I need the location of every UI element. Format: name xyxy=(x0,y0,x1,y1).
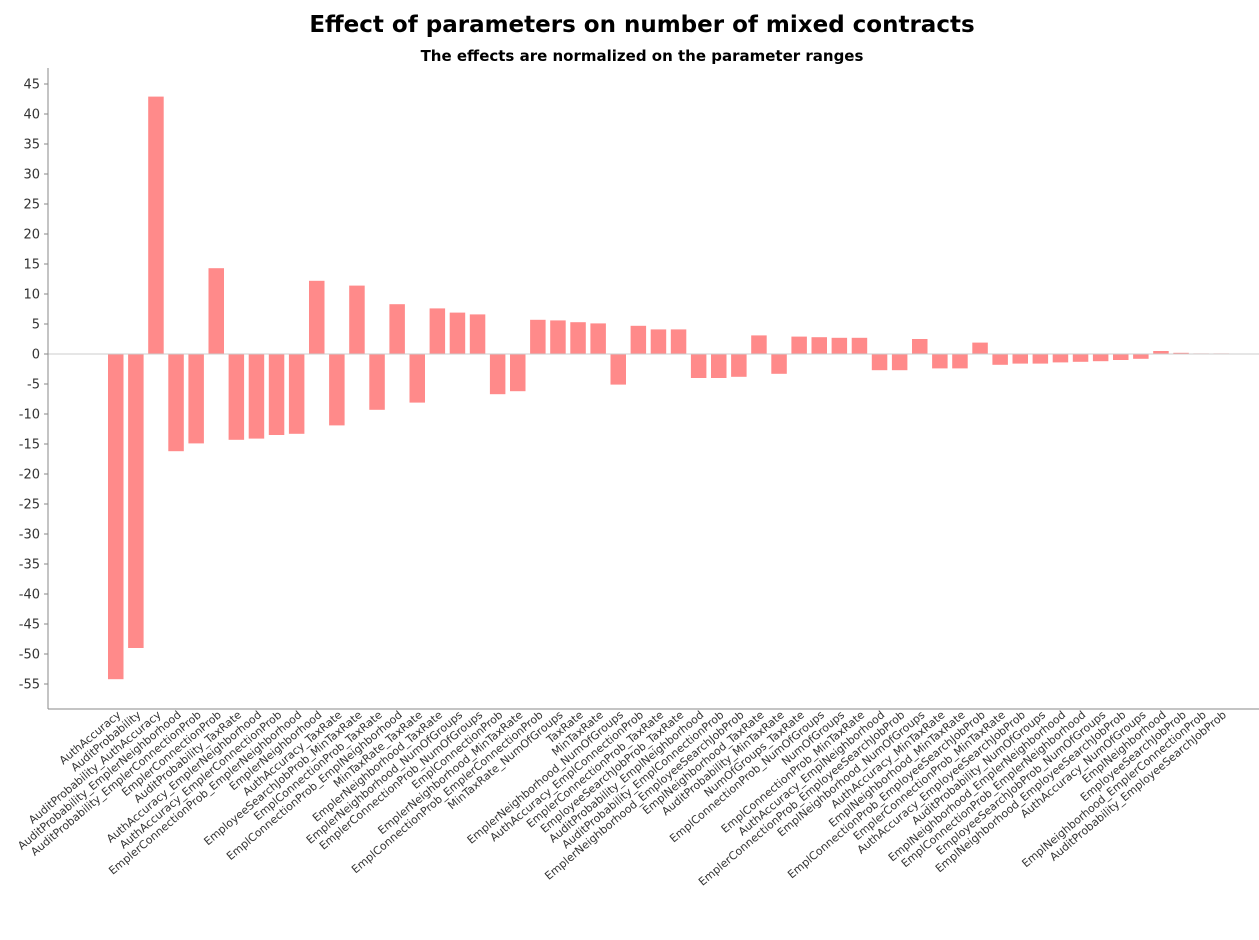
bar xyxy=(429,308,446,354)
bar xyxy=(711,354,727,378)
bar xyxy=(610,354,626,385)
bar xyxy=(108,354,124,680)
y-tick-label: 25 xyxy=(23,198,40,213)
y-tick-label: -45 xyxy=(19,618,40,633)
y-tick-label: 40 xyxy=(23,108,40,123)
y-tick-label: -25 xyxy=(19,498,40,513)
bar xyxy=(489,354,506,395)
bar xyxy=(469,314,486,354)
bar xyxy=(369,354,385,410)
bar xyxy=(1153,351,1169,354)
bar xyxy=(650,329,667,354)
bar xyxy=(751,335,767,354)
bar xyxy=(288,354,305,434)
y-tick-label: -40 xyxy=(19,588,40,603)
y-tick-label: -10 xyxy=(19,408,40,423)
bar xyxy=(690,354,707,378)
bar xyxy=(550,320,566,354)
bar xyxy=(1113,354,1129,360)
y-tick-label: 20 xyxy=(23,228,40,243)
bar xyxy=(791,336,807,354)
y-tick-label: -30 xyxy=(19,528,40,543)
bar xyxy=(268,354,285,435)
bar xyxy=(590,323,606,354)
x-category-labels: AuthAccuracyAuditProbabilityAuditProbabi… xyxy=(15,708,1229,888)
chart-title: Effect of parameters on number of mixed … xyxy=(309,12,975,38)
y-tick-label: 15 xyxy=(23,258,40,273)
bar xyxy=(128,354,144,648)
bar xyxy=(831,337,848,354)
bar xyxy=(952,354,968,369)
bar xyxy=(932,354,948,369)
bar xyxy=(228,354,245,440)
bar xyxy=(851,337,868,354)
y-tick-labels: 45 40 35 30 25 20 15 10 5 0 -5 -10 -15 -20 -25 -30 -35 -4… xyxy=(19,78,40,693)
bar xyxy=(570,322,586,354)
bar xyxy=(992,354,1008,365)
bar xyxy=(530,319,546,354)
bar xyxy=(1012,354,1028,364)
bar xyxy=(1173,352,1189,354)
bar xyxy=(912,339,928,354)
bar xyxy=(891,354,908,371)
y-tick-label: -20 xyxy=(19,468,40,483)
bar xyxy=(329,354,345,426)
bar xyxy=(771,354,787,374)
y-tick-label: -50 xyxy=(19,648,40,663)
y-tick-label: 35 xyxy=(23,138,40,153)
bar xyxy=(168,354,184,452)
bar xyxy=(449,312,466,354)
bar xyxy=(1032,354,1049,364)
bar xyxy=(148,96,164,354)
bar xyxy=(349,285,365,354)
axes-group xyxy=(44,68,1259,710)
bar xyxy=(972,342,988,354)
bar xyxy=(811,337,827,354)
bar xyxy=(188,354,204,444)
bars-group xyxy=(108,96,1229,680)
y-tick-label: -15 xyxy=(19,438,40,453)
y-tick-label: -35 xyxy=(19,558,40,573)
bar xyxy=(389,304,405,354)
y-tick-label: -5 xyxy=(27,378,40,393)
bar xyxy=(208,268,224,354)
y-tick-label: 10 xyxy=(23,288,40,303)
y-tick-label: 5 xyxy=(32,318,40,333)
bar xyxy=(1092,354,1109,362)
y-tick-label: 45 xyxy=(23,78,40,93)
y-tick-label: 0 xyxy=(32,348,40,363)
bar xyxy=(1072,354,1089,362)
bar xyxy=(248,354,265,439)
bar xyxy=(731,354,747,377)
bar xyxy=(630,325,647,354)
bar xyxy=(309,280,325,354)
bar xyxy=(670,329,687,354)
y-tick-label: 30 xyxy=(23,168,40,183)
bar xyxy=(1052,354,1069,363)
chart-subtitle: The effects are normalized on the parame… xyxy=(420,47,864,65)
bar xyxy=(409,354,425,403)
y-tick-label: -55 xyxy=(19,678,40,693)
bar xyxy=(871,354,888,371)
bar xyxy=(1133,354,1149,359)
bar xyxy=(510,354,526,392)
